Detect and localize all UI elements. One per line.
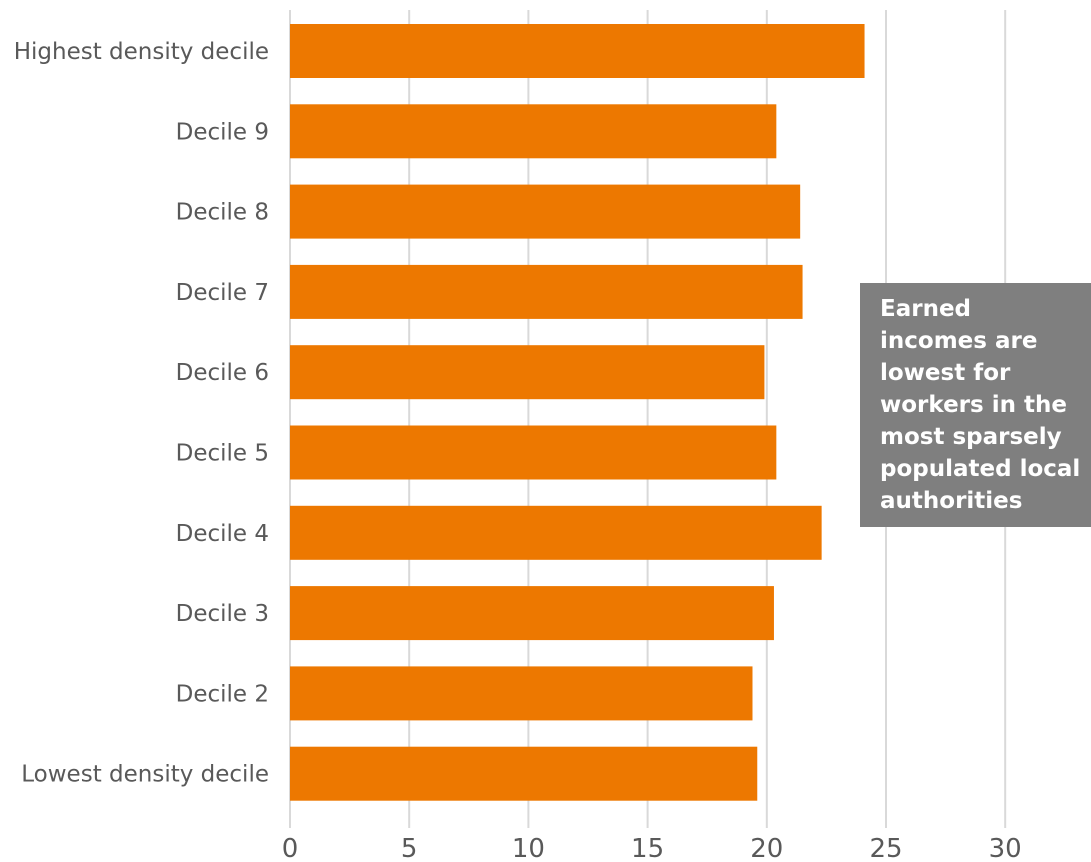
x-tick-label: 0	[282, 834, 299, 862]
category-label: Decile 7	[176, 280, 269, 306]
bar	[290, 264, 803, 319]
x-tick-labels: 0 5 10 15 20 25 30	[282, 834, 1022, 862]
category-label: Lowest density decile	[21, 762, 269, 788]
bar	[290, 586, 774, 641]
x-tick-label: 5	[401, 834, 418, 862]
bar	[290, 746, 758, 801]
bar	[290, 505, 822, 560]
bar	[290, 666, 753, 721]
bar	[290, 104, 777, 159]
bar	[290, 184, 801, 239]
x-tick-label: 25	[869, 834, 902, 862]
category-label: Decile 3	[176, 601, 269, 627]
bar	[290, 24, 865, 78]
x-tick-label: 10	[512, 834, 545, 862]
category-labels: Highest density decile Decile 9 Decile 8 De…	[14, 39, 269, 788]
category-label: Highest density decile	[14, 39, 269, 65]
bar	[290, 345, 765, 400]
bar	[290, 425, 777, 480]
x-tick-label: 20	[750, 834, 783, 862]
category-label: Decile 8	[176, 200, 269, 226]
category-label: Decile 9	[176, 119, 269, 145]
annotation-box: Earned incomes are lowest for workers in…	[860, 283, 1091, 527]
x-tick-label: 15	[631, 834, 664, 862]
category-label: Decile 6	[176, 360, 269, 386]
bars	[290, 24, 865, 801]
category-label: Decile 5	[176, 441, 269, 467]
category-label: Decile 2	[176, 681, 269, 707]
category-label: Decile 4	[176, 521, 269, 547]
x-tick-label: 30	[989, 834, 1022, 862]
